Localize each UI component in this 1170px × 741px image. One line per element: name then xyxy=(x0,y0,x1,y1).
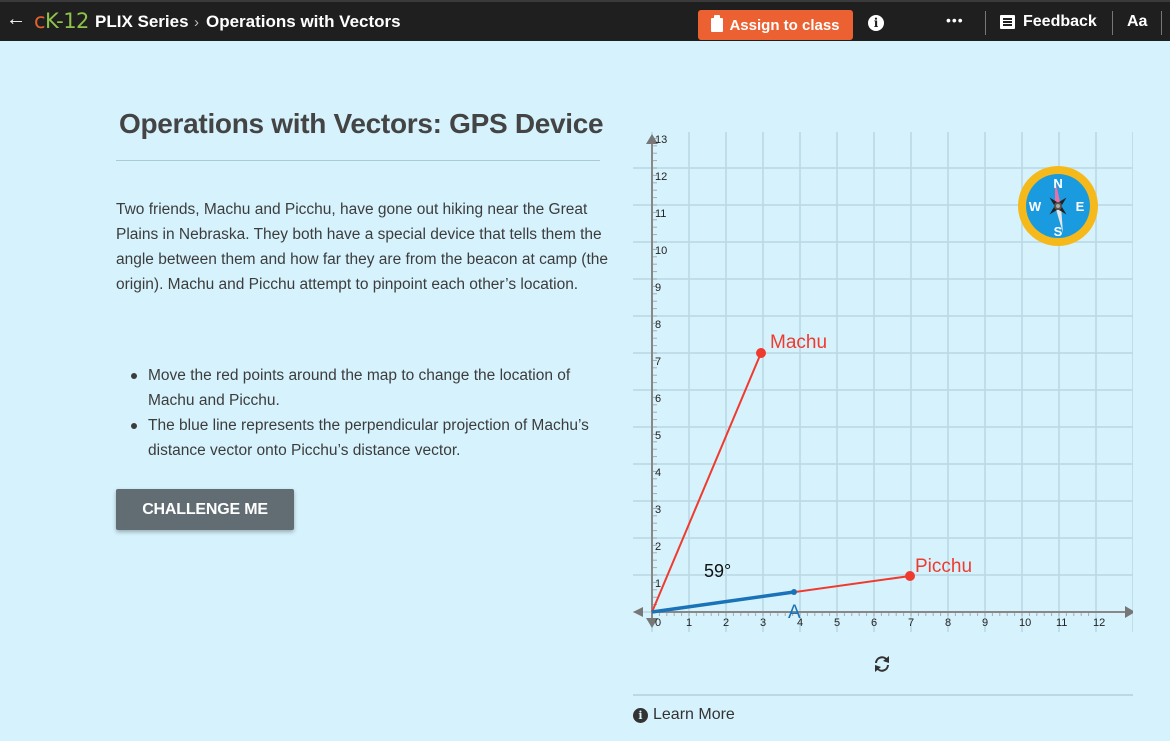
back-arrow-icon[interactable]: ← xyxy=(6,8,26,30)
learn-more-label: Learn More xyxy=(653,706,735,723)
assign-label: Assign to class xyxy=(729,16,840,34)
svg-text:2: 2 xyxy=(655,541,661,553)
svg-text:3: 3 xyxy=(760,617,766,629)
machu-vector xyxy=(651,352,762,613)
projection-label: A xyxy=(788,602,801,623)
svg-text:5: 5 xyxy=(655,430,661,442)
svg-text:12: 12 xyxy=(655,171,667,183)
breadcrumb-current: Operations with Vectors xyxy=(206,12,401,31)
breadcrumb-plix-series[interactable]: PLIX Series xyxy=(95,12,189,31)
refresh-icon[interactable] xyxy=(872,654,892,674)
top-navigation-bar: ← cK-12 PLIX Series › Operations with Ve… xyxy=(0,0,1170,41)
instruction-item: Move the red points around the map to ch… xyxy=(130,363,610,413)
svg-text:4: 4 xyxy=(797,617,803,629)
svg-text:N: N xyxy=(1053,176,1062,191)
angle-label: 59° xyxy=(704,561,731,581)
projection-point xyxy=(791,589,797,595)
info-icon: i xyxy=(633,707,648,723)
svg-text:11: 11 xyxy=(1056,617,1067,629)
info-icon[interactable]: i xyxy=(868,15,884,31)
picchu-point[interactable] xyxy=(905,571,915,581)
divider xyxy=(985,11,986,35)
svg-text:4: 4 xyxy=(655,467,661,479)
svg-text:13: 13 xyxy=(655,134,667,146)
y-axis-arrow-down-icon xyxy=(646,618,658,628)
svg-text:0: 0 xyxy=(655,617,661,629)
svg-text:7: 7 xyxy=(655,356,661,368)
breadcrumb-separator: › xyxy=(194,14,199,31)
x-axis-arrow-left-icon xyxy=(633,607,643,617)
description-paragraph: Two friends, Machu and Picchu, have gone… xyxy=(116,201,608,293)
projection-vector xyxy=(651,590,795,614)
picchu-label: Picchu xyxy=(915,556,972,577)
instruction-item: The blue line represents the perpendicul… xyxy=(130,413,610,463)
svg-text:10: 10 xyxy=(1019,617,1031,629)
page-title: Operations with Vectors: GPS Device xyxy=(119,108,604,139)
ck12-logo[interactable]: cK-12 xyxy=(34,9,89,33)
instructions-list: Move the red points around the map to ch… xyxy=(130,363,610,463)
svg-text:12: 12 xyxy=(1093,617,1105,629)
svg-text:11: 11 xyxy=(655,208,666,220)
svg-text:1: 1 xyxy=(686,617,692,629)
challenge-me-button[interactable]: CHALLENGE ME xyxy=(116,489,294,530)
y-axis-arrow-up-icon xyxy=(646,134,658,144)
svg-text:3: 3 xyxy=(655,504,661,516)
svg-text:W: W xyxy=(1029,199,1042,214)
more-options-icon[interactable]: ••• xyxy=(946,12,964,28)
svg-text:2: 2 xyxy=(723,617,729,629)
svg-text:10: 10 xyxy=(655,245,667,257)
svg-text:1: 1 xyxy=(655,578,661,590)
svg-text:8: 8 xyxy=(945,617,951,629)
divider xyxy=(1161,11,1162,35)
svg-text:9: 9 xyxy=(982,617,988,629)
assign-to-class-button[interactable]: Assign to class xyxy=(698,10,853,40)
machu-point[interactable] xyxy=(756,348,766,358)
compass-icon: N S E W xyxy=(1018,166,1098,246)
clipboard-icon xyxy=(711,15,724,32)
font-size-button[interactable]: Aa xyxy=(1127,13,1148,30)
svg-text:9: 9 xyxy=(655,282,661,294)
title-divider xyxy=(116,160,600,161)
svg-text:5: 5 xyxy=(834,617,840,629)
learn-more-link[interactable]: i Learn More xyxy=(633,706,735,724)
svg-text:6: 6 xyxy=(871,617,877,629)
svg-text:6: 6 xyxy=(655,393,661,405)
x-axis-arrow-right-icon xyxy=(1125,606,1133,618)
feedback-button[interactable]: Feedback xyxy=(1000,13,1097,31)
divider xyxy=(1112,11,1113,35)
feedback-label: Feedback xyxy=(1023,13,1097,30)
svg-text:S: S xyxy=(1054,224,1063,239)
svg-text:7: 7 xyxy=(908,617,914,629)
svg-text:E: E xyxy=(1076,199,1085,214)
feedback-icon xyxy=(1000,15,1015,29)
machu-label: Machu xyxy=(770,332,827,353)
footer-divider xyxy=(633,694,1133,696)
svg-text:8: 8 xyxy=(655,319,661,331)
